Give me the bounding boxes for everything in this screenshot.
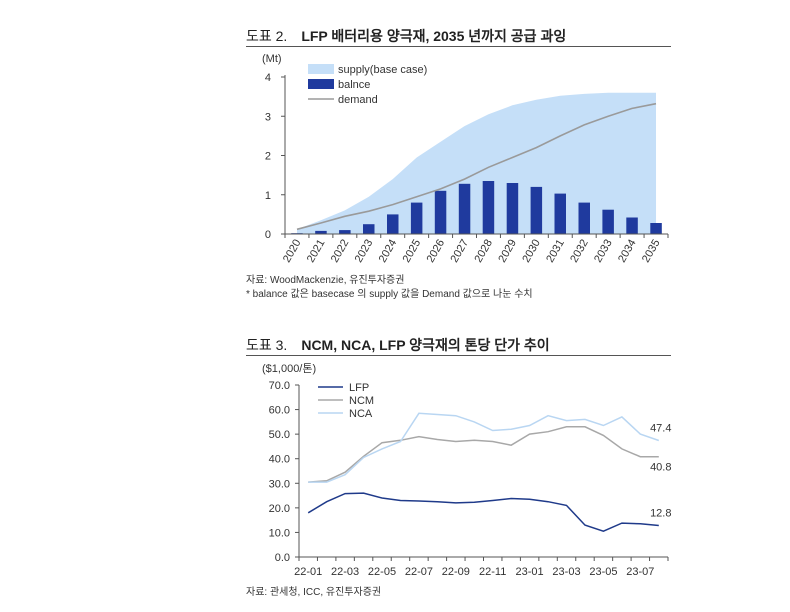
x-tick-label: 2034 [616,238,639,265]
end-label-nca: 47.4 [650,423,671,435]
balance-bar [458,183,471,234]
y-tick-label: 1 [265,190,271,202]
y-tick-label: 4 [265,72,271,84]
end-label-lfp: 12.8 [650,508,671,520]
legend-label-demand: demand [338,94,378,106]
balance-bar [434,190,447,234]
x-tick-label: 2022 [329,238,352,265]
figure1-number: 도표 2. [246,28,288,44]
x-tick-label: 23-05 [589,566,617,578]
x-tick-label: 2026 [425,238,448,265]
y-axis-unit: (Mt) [262,53,282,65]
y-tick-label: 70.0 [269,380,290,392]
legend-label-balance: balnce [338,79,370,91]
x-tick-label: 2024 [377,238,400,265]
x-tick-label: 22-09 [442,566,470,578]
x-tick-label: 2028 [472,238,495,265]
legend-label-nca: NCA [349,408,373,420]
y-tick-label: 0 [265,229,271,241]
balance-bar [650,223,662,234]
balance-bar [482,181,495,234]
y-tick-label: 30.0 [269,478,290,490]
balance-bar [554,193,566,234]
y-axis-unit: ($1,000/톤) [262,362,316,375]
figure1-title-rule [246,46,671,47]
x-tick-label: 22-05 [368,566,396,578]
series-line-ncm [308,426,659,483]
balance-bar [506,183,519,234]
balance-bar [315,230,327,234]
figure1-title-text: LFP 배터리용 양극재, 2035 년까지 공급 과잉 [301,28,567,44]
balance-bar [530,186,543,234]
series-line-lfp [307,492,659,533]
x-tick-label: 2027 [448,238,471,265]
y-tick-label: 40.0 [269,454,290,466]
demand-line [296,102,657,231]
balance-bar [363,224,375,234]
x-tick-label: 2023 [353,238,376,265]
figure2-number: 도표 3. [246,337,288,353]
figure1-title: 도표 2. LFP 배터리용 양극재, 2035 년까지 공급 과잉 [246,26,566,46]
end-label-ncm: 40.8 [650,462,671,474]
legend-label-supply: supply(base case) [338,64,427,76]
y-tick-label: 3 [265,111,271,123]
y-tick-label: 50.0 [269,429,290,441]
balance-bar [578,202,590,234]
y-tick-label: 0.0 [275,552,290,564]
x-tick-label: 2035 [640,238,663,265]
figure1-footnote: * balance 값은 basecase 의 supply 값을 Demand… [246,289,533,300]
x-tick-label: 2031 [544,238,567,265]
x-tick-label: 23-07 [626,566,654,578]
x-tick-label: 2021 [305,238,328,265]
x-tick-label: 23-03 [552,566,580,578]
legend-swatch-supply [308,64,334,74]
x-tick-label: 2032 [568,238,591,265]
x-tick-label: 2029 [496,238,519,265]
balance-bar [410,202,423,234]
y-tick-label: 2 [265,151,271,163]
figure2-source: 자료: 관세청, ICC, 유진투자증권 [246,587,382,598]
x-tick-label: 22-03 [331,566,359,578]
series-line-nca [308,412,660,483]
figure1-source: 자료: WoodMackenzie, 유진투자증권 [246,275,405,286]
figure2-title: 도표 3. NCM, NCA, LFP 양극재의 톤당 단가 추이 [246,335,550,355]
x-tick-label: 23-01 [516,566,544,578]
supply-area [296,92,657,234]
x-tick-label: 2030 [520,238,543,265]
legend-swatch-balance [308,79,334,89]
x-tick-label: 2020 [281,238,304,265]
x-tick-label: 22-01 [294,566,322,578]
balance-bar [626,217,638,234]
legend-label-ncm: NCM [349,395,374,407]
legend-label-lfp: LFP [349,382,369,394]
balance-bar [387,214,399,234]
x-tick-label: 2025 [401,238,424,265]
y-tick-label: 20.0 [269,503,290,515]
x-tick-label: 22-11 [479,566,506,578]
figure2-title-text: NCM, NCA, LFP 양극재의 톤당 단가 추이 [301,337,550,353]
x-tick-label: 22-07 [405,566,433,578]
balance-bar [602,209,614,234]
y-tick-label: 10.0 [269,527,290,539]
balance-bar [339,230,351,234]
balance-bar [291,233,303,234]
figure2-title-rule [246,355,671,356]
y-tick-label: 60.0 [269,405,290,417]
x-tick-label: 2033 [592,238,615,265]
